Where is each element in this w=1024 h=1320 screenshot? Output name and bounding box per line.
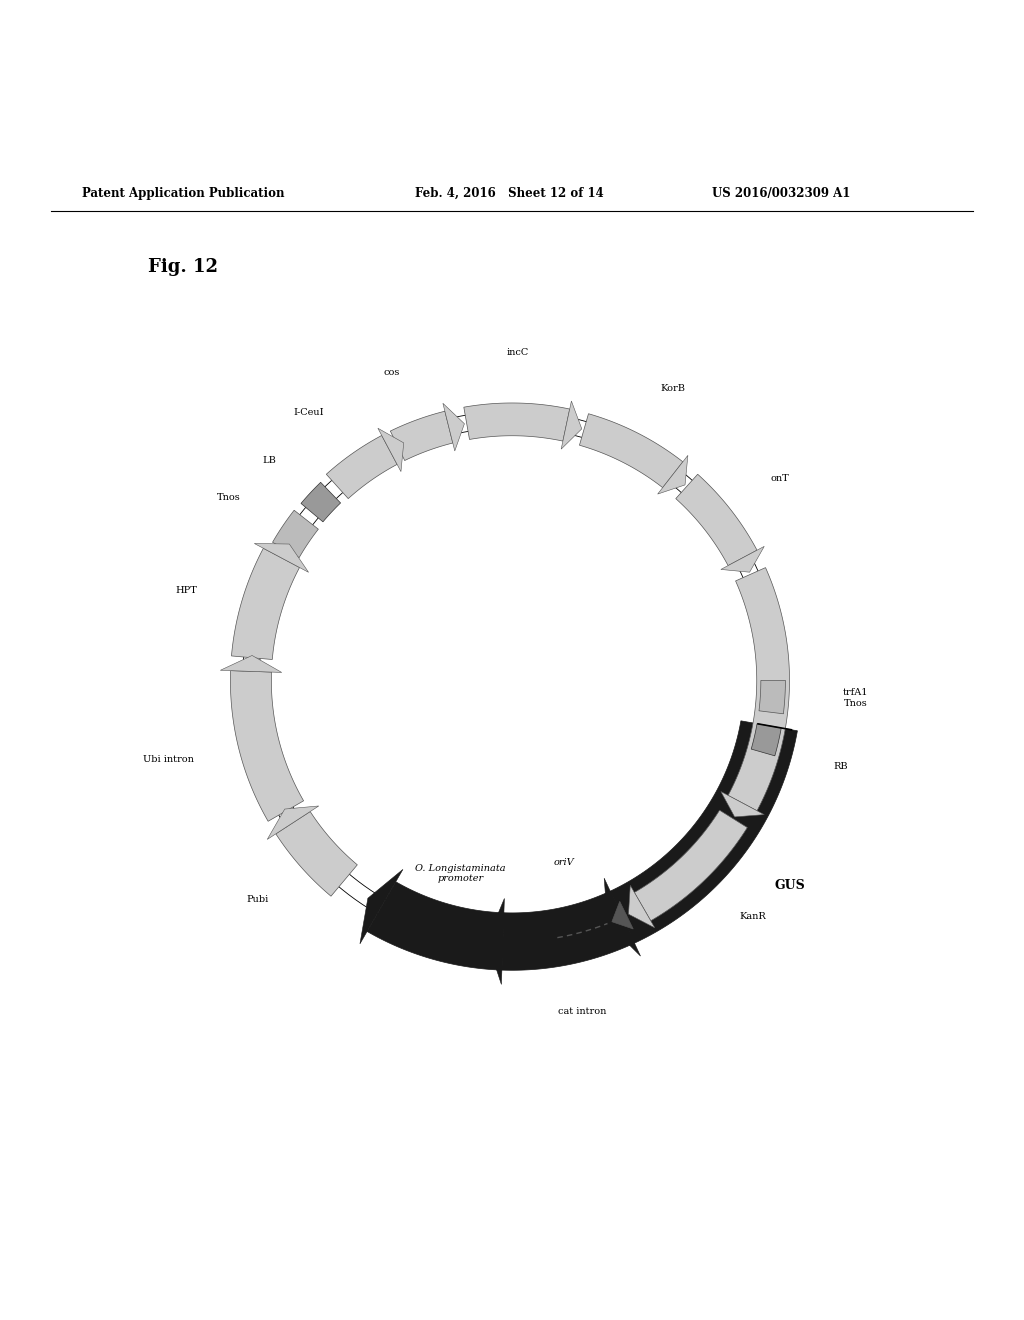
Text: oriV: oriV [554,858,574,867]
Text: Fig. 12: Fig. 12 [148,257,218,276]
Text: trfA1: trfA1 [843,688,868,697]
Polygon shape [390,412,453,461]
Text: cat intron: cat intron [558,1007,606,1015]
Polygon shape [275,812,357,896]
Polygon shape [635,810,748,921]
Text: RB: RB [834,762,848,771]
Polygon shape [359,870,402,944]
Polygon shape [230,671,303,821]
Text: Feb. 4, 2016   Sheet 12 of 14: Feb. 4, 2016 Sheet 12 of 14 [415,187,603,199]
Polygon shape [487,899,505,985]
Polygon shape [367,882,504,970]
Polygon shape [443,404,465,451]
Polygon shape [301,482,341,521]
Text: cos: cos [384,368,400,378]
Text: GUS: GUS [774,879,805,892]
Polygon shape [629,886,655,928]
Text: Pubi: Pubi [246,895,268,904]
Polygon shape [580,413,683,487]
Text: KanR: KanR [739,912,766,920]
Text: O. Longistaminata
promoter: O. Longistaminata promoter [415,863,506,883]
Polygon shape [612,902,633,929]
Polygon shape [728,568,790,810]
Polygon shape [220,656,282,672]
Polygon shape [378,428,403,471]
Text: KorB: KorB [660,384,686,393]
Text: Tnos: Tnos [217,492,241,502]
Polygon shape [464,403,569,441]
Polygon shape [610,721,798,942]
Text: Ubi intron: Ubi intron [143,755,195,764]
Text: Patent Application Publication: Patent Application Publication [82,187,285,199]
Text: incC: incC [507,348,528,358]
Polygon shape [272,511,318,557]
Text: US 2016/0032309 A1: US 2016/0032309 A1 [712,187,850,199]
Text: I-CeuI: I-CeuI [294,408,324,417]
Text: HPT: HPT [175,586,197,594]
Polygon shape [254,544,308,573]
Polygon shape [502,891,635,970]
Polygon shape [327,436,397,499]
Polygon shape [759,681,785,714]
Polygon shape [231,548,300,660]
Polygon shape [657,455,688,494]
Polygon shape [721,546,764,572]
Polygon shape [676,474,757,565]
Text: onT: onT [770,474,788,483]
Polygon shape [604,878,641,956]
Text: LB: LB [262,455,276,465]
Text: Tnos: Tnos [844,700,867,709]
Polygon shape [267,807,318,840]
Polygon shape [752,723,781,756]
Polygon shape [561,401,582,449]
Polygon shape [721,792,764,817]
